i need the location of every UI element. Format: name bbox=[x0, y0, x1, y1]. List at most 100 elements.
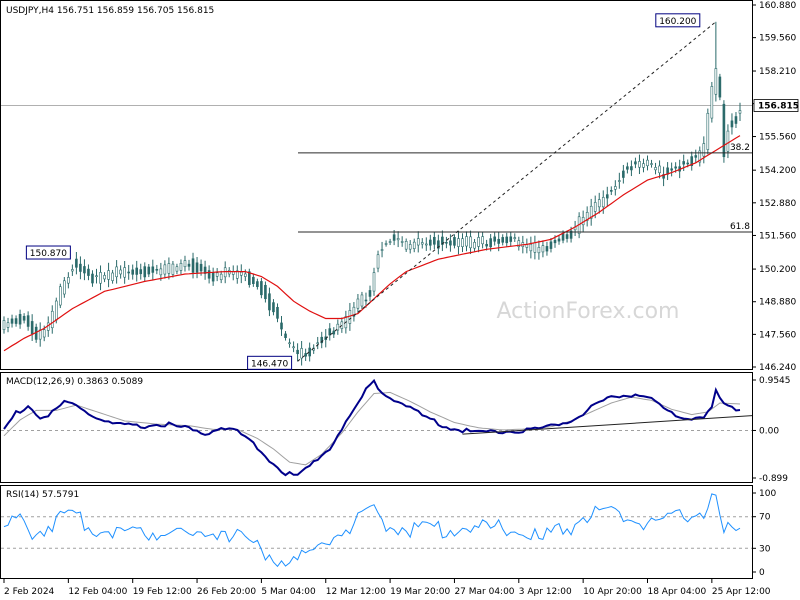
candle-body bbox=[601, 197, 605, 208]
x-tick-label: 25 Apr 12:00 bbox=[712, 587, 771, 597]
candle-body bbox=[71, 269, 74, 272]
price-tick-label: 150.200 bbox=[759, 265, 796, 275]
candle-body bbox=[392, 234, 396, 241]
price-tick-label: 146.240 bbox=[759, 363, 796, 373]
candle-body bbox=[199, 263, 203, 272]
candle-body bbox=[505, 236, 509, 244]
candle-body bbox=[276, 306, 279, 319]
candle-body bbox=[404, 241, 408, 250]
candle-body bbox=[481, 236, 484, 245]
candle-body bbox=[260, 281, 263, 296]
candle-body bbox=[537, 247, 541, 254]
price-panel-frame bbox=[0, 0, 753, 370]
candle-body bbox=[22, 316, 26, 321]
price-tick-label: 154.200 bbox=[759, 166, 796, 176]
candle-body bbox=[702, 143, 706, 157]
candle-body bbox=[131, 269, 134, 275]
candle-body bbox=[50, 310, 54, 329]
candle-body bbox=[139, 269, 143, 275]
candle-body bbox=[87, 268, 90, 276]
price-tick-label: 151.560 bbox=[759, 231, 796, 241]
candle-body bbox=[368, 290, 372, 297]
candle-body bbox=[682, 161, 685, 165]
candle-body bbox=[143, 266, 147, 278]
candle-body bbox=[123, 267, 126, 278]
candle-body bbox=[280, 322, 283, 330]
candle-body bbox=[424, 243, 428, 246]
candle-body bbox=[67, 277, 70, 284]
candle-body bbox=[372, 272, 376, 292]
candle-body bbox=[597, 199, 601, 208]
candle-body bbox=[565, 234, 569, 239]
candle-body bbox=[622, 170, 625, 178]
candle-body bbox=[396, 238, 400, 241]
rsi-tick-label: 0 bbox=[759, 568, 765, 578]
candle-body bbox=[151, 266, 155, 273]
candle-body bbox=[223, 267, 227, 278]
rsi-panel-frame bbox=[0, 485, 753, 579]
price-annotation-text: 146.470 bbox=[251, 359, 288, 369]
macd-tick-label: -0.899 bbox=[759, 474, 788, 484]
macd-tick-label: 0.9545 bbox=[759, 376, 791, 386]
x-tick-label: 10 Apr 20:00 bbox=[583, 587, 642, 597]
price-tick-label: 160.880 bbox=[759, 1, 796, 11]
candle-body bbox=[710, 86, 714, 119]
candle-body bbox=[738, 110, 742, 114]
candle-body bbox=[698, 150, 702, 163]
candle-body bbox=[244, 273, 247, 277]
price-annotation-box bbox=[247, 355, 293, 370]
ma-line bbox=[3, 135, 741, 352]
candle-body bbox=[14, 318, 18, 324]
candle-body bbox=[187, 263, 191, 267]
candle-body bbox=[569, 230, 573, 239]
candle-body bbox=[457, 238, 460, 247]
candle-body bbox=[30, 321, 34, 335]
candle-body bbox=[364, 299, 368, 302]
candle-body bbox=[473, 242, 476, 249]
candle-body bbox=[437, 240, 440, 249]
candle-body bbox=[714, 68, 718, 95]
candle-body bbox=[449, 240, 452, 246]
candle-body bbox=[340, 321, 344, 329]
candle-body bbox=[461, 238, 464, 247]
macd-trendline bbox=[462, 415, 753, 435]
candle-body bbox=[618, 180, 621, 182]
candle-body bbox=[167, 263, 171, 274]
candle-body bbox=[501, 237, 505, 243]
x-tick-label: 5 Mar 04:00 bbox=[261, 587, 316, 597]
candle-body bbox=[585, 212, 589, 221]
macd-signal-line bbox=[3, 391, 741, 466]
candle-body bbox=[388, 241, 392, 243]
candle-body bbox=[159, 268, 163, 276]
candle-body bbox=[642, 163, 645, 168]
price-annotation-text: 160.200 bbox=[659, 17, 696, 27]
candle-body bbox=[706, 112, 710, 150]
candle-body bbox=[195, 262, 199, 273]
candle-body bbox=[465, 236, 468, 247]
candle-body bbox=[171, 263, 175, 275]
candle-body bbox=[493, 236, 496, 242]
candle-body bbox=[545, 246, 549, 252]
candle-body bbox=[557, 238, 561, 242]
candle-body bbox=[433, 236, 436, 245]
candle-body bbox=[75, 258, 78, 268]
candle-body bbox=[175, 266, 179, 272]
candle-body bbox=[191, 258, 195, 273]
candle-body bbox=[119, 269, 122, 275]
rsi-tick-label: 30 bbox=[759, 544, 771, 554]
candle-body bbox=[589, 205, 593, 219]
candle-body bbox=[42, 329, 46, 338]
candle-body bbox=[284, 333, 287, 339]
candle-body bbox=[646, 159, 649, 167]
x-tick-label: 19 Feb 12:00 bbox=[133, 587, 192, 597]
candle-body bbox=[380, 249, 384, 251]
candle-body bbox=[634, 161, 637, 165]
candle-body bbox=[485, 243, 488, 247]
candle-body bbox=[147, 266, 151, 275]
candle-body bbox=[26, 315, 30, 327]
current-price-tag bbox=[753, 99, 799, 112]
candle-body bbox=[489, 238, 492, 248]
candle-body bbox=[2, 320, 6, 330]
rsi-line bbox=[3, 493, 741, 568]
